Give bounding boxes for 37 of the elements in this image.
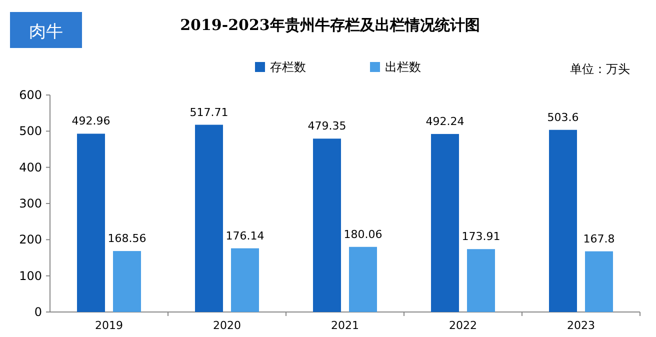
bar	[467, 249, 495, 312]
text: 肉牛	[29, 22, 63, 42]
y-tick-label: 600	[19, 88, 42, 102]
text: 单位：万头	[570, 62, 630, 76]
bar	[195, 124, 223, 312]
data-label: 176.14	[226, 229, 264, 242]
data-label: 517.71	[190, 106, 228, 119]
y-tick-label: 100	[19, 268, 42, 283]
x-tick-label: 2019	[95, 319, 123, 332]
x-tick-label: 2023	[567, 319, 595, 332]
bar	[77, 134, 105, 312]
x-tick-label: 2021	[331, 319, 359, 332]
bar	[313, 138, 341, 312]
bar	[585, 251, 613, 312]
legend-label: 出栏数	[385, 60, 421, 74]
chart-title: 2019-2023年贵州牛存栏及出栏情况统计图	[180, 16, 480, 34]
y-tick-label: 500	[19, 124, 42, 138]
y-tick-label: 200	[19, 232, 42, 247]
bar	[431, 134, 459, 312]
x-tick-label: 2020	[213, 319, 241, 332]
bar	[113, 251, 141, 312]
data-label: 492.24	[426, 114, 464, 128]
data-label: 479.35	[308, 120, 346, 133]
legend-label: 存栏数	[270, 60, 306, 74]
bar	[349, 246, 377, 312]
y-tick-label: 0	[34, 305, 42, 319]
data-label: 492.96	[72, 114, 110, 128]
bar	[549, 130, 577, 312]
data-label: 168.56	[108, 232, 146, 246]
x-tick-label: 2022	[449, 319, 477, 332]
data-label: 503.6	[547, 110, 579, 124]
data-label: 167.8	[583, 232, 615, 246]
bar	[231, 248, 259, 312]
data-label: 173.91	[462, 230, 500, 244]
data-label: 180.06	[344, 228, 382, 241]
y-tick-label: 300	[19, 196, 42, 210]
y-tick-label: 400	[19, 160, 42, 174]
